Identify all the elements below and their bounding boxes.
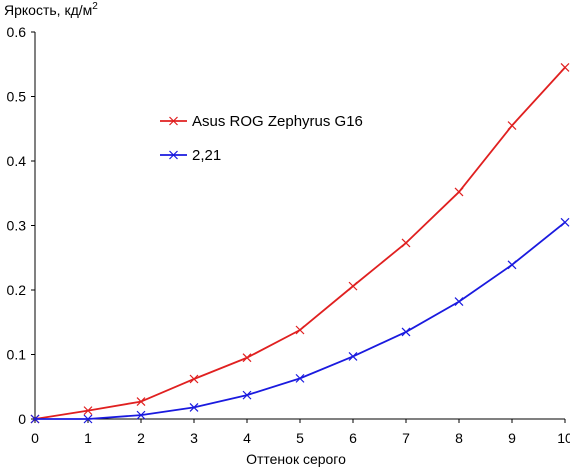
x-tick-label: 1: [84, 430, 92, 446]
x-tick-label: 3: [190, 430, 198, 446]
y-tick-label: 0.3: [7, 218, 27, 234]
data-point: [136, 397, 146, 407]
series-layer: [30, 63, 570, 424]
data-point: [189, 374, 199, 384]
legend-label: 2,21: [192, 147, 221, 164]
data-point: [507, 121, 517, 130]
data-point: [295, 325, 305, 335]
y-tick-label: 0.4: [7, 153, 27, 169]
data-point: [83, 414, 93, 424]
data-point: [401, 238, 411, 248]
data-point: [401, 327, 411, 337]
y-axis-title: Яркость, кд/м2: [4, 1, 98, 18]
x-tick-label: 8: [455, 430, 463, 446]
data-point: [189, 402, 199, 412]
x-tick-label: 0: [31, 430, 39, 446]
series-1: [30, 217, 570, 424]
data-point: [507, 260, 517, 270]
y-tick-label: 0: [18, 411, 26, 427]
data-point: [242, 353, 252, 363]
x-tick-label: 10: [557, 430, 570, 446]
legend: Asus ROG Zephyrus G16 2,21: [160, 113, 363, 164]
x-tick-label: 2: [137, 430, 145, 446]
legend-item: Asus ROG Zephyrus G16: [160, 113, 363, 130]
data-point: [454, 187, 464, 197]
data-point: [560, 217, 570, 227]
x-tick-label: 4: [243, 430, 251, 446]
x-axis-title: Оттенок серого: [246, 451, 346, 467]
series-line: [35, 221, 566, 420]
x-tick-label: 5: [296, 430, 304, 446]
legend-item: 2,21: [160, 147, 221, 164]
x-tick-label: 6: [349, 430, 357, 446]
data-point: [348, 281, 358, 291]
data-point: [295, 373, 305, 383]
legend-label: Asus ROG Zephyrus G16: [192, 113, 363, 130]
data-point: [83, 406, 93, 416]
y-tick-label: 0.5: [7, 89, 27, 105]
axes: 0 0.1 0.2 0.3 0.4 0.5 0.6 0 1 2 3 4 5 6 7 8 9 10: [7, 24, 570, 446]
x-tick-label: 7: [402, 430, 410, 446]
x-tick-label: 9: [508, 430, 516, 446]
data-point: [136, 410, 146, 420]
y-tick-label: 0.6: [7, 24, 27, 40]
data-point: [454, 297, 464, 307]
data-point: [30, 414, 40, 424]
data-point: [348, 352, 358, 361]
data-point: [560, 63, 570, 72]
y-tick-label: 0.1: [7, 347, 27, 363]
y-tick-label: 0.2: [7, 282, 27, 298]
data-point: [242, 390, 252, 400]
